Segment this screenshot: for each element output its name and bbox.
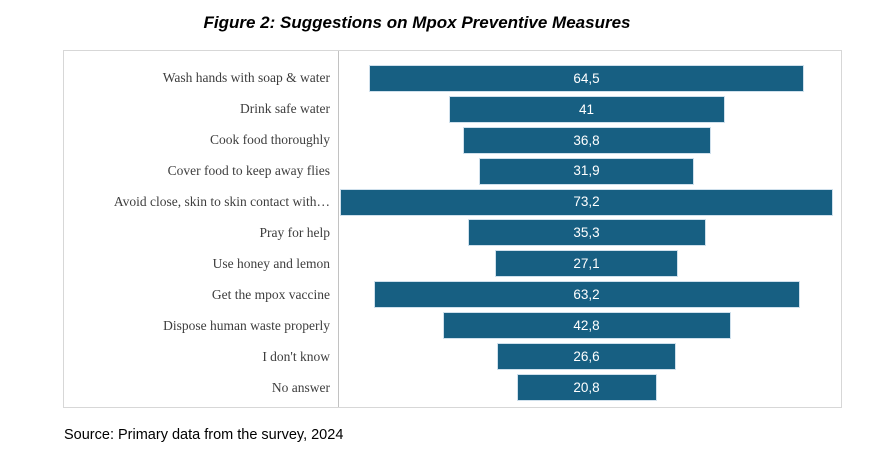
category-label: No answer bbox=[271, 379, 330, 395]
bar: 73,2 bbox=[340, 188, 833, 216]
chart-row: Wash hands with soap & water 64,5 bbox=[64, 63, 841, 94]
bar: 42,8 bbox=[442, 312, 731, 340]
bar-value-label: 73,2 bbox=[573, 194, 600, 210]
bar: 63,2 bbox=[373, 281, 800, 309]
bar-track: 64,5 bbox=[338, 64, 835, 92]
bar-track: 36,8 bbox=[338, 126, 835, 154]
category-label: Cook food thoroughly bbox=[210, 132, 330, 148]
chart-area: Wash hands with soap & water 64,5 Drink sa… bbox=[63, 50, 842, 408]
category-label: Dispose human waste properly bbox=[163, 317, 330, 333]
bar-track: 73,2 bbox=[338, 188, 835, 216]
bar-value-label: 64,5 bbox=[573, 70, 600, 86]
bar: 36,8 bbox=[462, 126, 711, 154]
chart-row: Get the mpox vaccine 63,2 bbox=[64, 279, 841, 310]
chart-row: Cover food to keep away flies 31,9 bbox=[64, 156, 841, 187]
bar-track: 27,1 bbox=[338, 250, 835, 278]
category-label: Use honey and lemon bbox=[212, 255, 330, 271]
chart-row: Avoid close, skin to skin contact with… 7… bbox=[64, 187, 841, 218]
bar-track: 31,9 bbox=[338, 157, 835, 185]
bar-track: 41 bbox=[338, 95, 835, 123]
chart-row: Cook food thoroughly 36,8 bbox=[64, 125, 841, 156]
bar: 26,6 bbox=[497, 343, 676, 371]
bar-value-label: 41 bbox=[578, 101, 595, 117]
category-label: Cover food to keep away flies bbox=[167, 163, 330, 179]
category-label: Avoid close, skin to skin contact with… bbox=[113, 194, 330, 210]
category-label: Drink safe water bbox=[240, 101, 330, 117]
bar: 31,9 bbox=[479, 157, 694, 185]
bar-track: 42,8 bbox=[338, 312, 835, 340]
source-note: Source: Primary data from the survey, 20… bbox=[64, 427, 344, 443]
bar-value-label: 20,8 bbox=[573, 379, 600, 395]
figure-title: Figure 2: Suggestions on Mpox Preventive… bbox=[203, 13, 631, 32]
bar-track: 63,2 bbox=[338, 281, 835, 309]
bar-track: 35,3 bbox=[338, 219, 835, 247]
bar: 20,8 bbox=[516, 374, 657, 402]
bar-track: 20,8 bbox=[338, 374, 835, 402]
category-label: Pray for help bbox=[259, 224, 330, 240]
chart-row: Pray for help 35,3 bbox=[64, 218, 841, 249]
chart-row: Use honey and lemon 27,1 bbox=[64, 248, 841, 279]
chart-row: I don't know 26,6 bbox=[64, 341, 841, 372]
bar-value-label: 42,8 bbox=[573, 317, 600, 333]
category-axis-line bbox=[338, 51, 339, 407]
chart-row: Drink safe water 41 bbox=[64, 94, 841, 125]
bar-track: 26,6 bbox=[338, 343, 835, 371]
category-label: Wash hands with soap & water bbox=[162, 70, 330, 86]
bar-value-label: 63,2 bbox=[573, 287, 600, 303]
category-label: I don't know bbox=[262, 348, 330, 364]
chart-rows: Wash hands with soap & water 64,5 Drink sa… bbox=[64, 63, 841, 403]
chart-row: No answer 20,8 bbox=[64, 372, 841, 403]
bar-value-label: 35,3 bbox=[573, 225, 600, 241]
chart-row: Dispose human waste properly 42,8 bbox=[64, 310, 841, 341]
bar: 41 bbox=[448, 95, 725, 123]
bar-value-label: 27,1 bbox=[573, 256, 600, 272]
category-label: Get the mpox vaccine bbox=[211, 286, 330, 302]
bar-value-label: 26,6 bbox=[573, 348, 600, 364]
bar: 35,3 bbox=[467, 219, 706, 247]
bar-value-label: 31,9 bbox=[573, 163, 600, 179]
bar-value-label: 36,8 bbox=[573, 132, 600, 148]
bar: 64,5 bbox=[369, 64, 804, 92]
bar: 27,1 bbox=[495, 250, 678, 278]
